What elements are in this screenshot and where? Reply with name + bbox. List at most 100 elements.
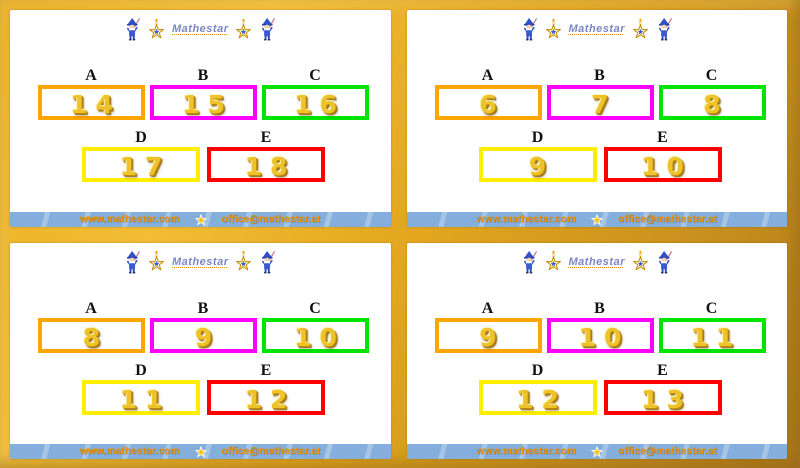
wizard-mascot-icon [521,16,538,42]
wizard-mascot-icon [259,16,276,42]
answer-value-e: 10 [641,152,692,181]
option-label-d: D [531,129,544,146]
answer-value-a: 6 [479,90,505,119]
star-logo-icon [631,18,650,41]
option-label-e: E [260,361,272,379]
answer-box-c: 16 [262,85,369,120]
answer-box-b: 15 [150,85,257,120]
answer-value-d: 11 [119,384,171,414]
option-label-c: C [705,67,718,84]
footer-bar: www.mathestar.com office@mathestar.at [10,211,391,227]
footer-bar: www.mathestar.com office@mathestar.at [406,211,787,227]
footer-bar: www.mathestar.com office@mathestar.at [10,444,391,459]
answer-box-d: 12 [478,379,597,415]
wizard-mascot-icon [656,16,673,42]
option-label-a: A [85,67,97,84]
option-label-d: D [135,361,147,379]
answer-value-b: 15 [182,90,233,119]
logo: Mathestar [407,248,788,276]
star-logo-icon [234,250,253,273]
answer-box-c: 11 [658,317,766,353]
answer-box-e: 13 [603,379,722,415]
website-link[interactable]: www.mathestar.com [79,213,180,225]
answer-value-b: 7 [591,90,617,119]
answer-value-d: 9 [528,152,555,181]
worksheet-card-3: Mathestar A B C D E 8 9 10 11 12 www.mat… [10,242,391,459]
answer-box-e: 18 [207,147,325,182]
wizard-mascot-icon [124,16,141,42]
answer-box-a: 6 [434,85,542,120]
answer-value-a: 14 [70,90,121,119]
footer-star-icon [590,445,604,458]
wizard-mascot-icon [656,249,673,275]
answer-value-e: 12 [244,384,296,414]
option-label-c: C [309,299,321,317]
option-label-e: E [657,361,668,379]
answer-box-b: 9 [150,317,257,353]
star-logo-icon [147,18,166,41]
answer-value-e: 18 [244,152,296,181]
answer-box-d: 11 [82,379,200,415]
answer-value-d: 17 [119,152,171,181]
answer-value-c: 8 [703,90,729,119]
option-label-e: E [657,129,668,146]
email-link[interactable]: office@mathestar.at [618,213,718,225]
footer-bar: www.mathestar.com office@mathestar.at [406,444,787,459]
answer-value-b: 9 [194,322,221,352]
option-label-b: B [197,299,209,317]
star-logo-icon [631,250,650,273]
answer-box-b: 10 [546,317,654,353]
answer-box-c: 10 [262,317,369,353]
answer-box-a: 9 [434,317,542,353]
answer-box-e: 10 [603,147,722,182]
answer-box-e: 12 [207,379,325,415]
option-label-d: D [135,129,147,146]
website-link[interactable]: www.mathestar.com [476,446,577,457]
answer-value-c: 16 [294,90,345,119]
answer-value-d: 12 [516,384,567,414]
logo: Mathestar [10,15,391,43]
worksheet-card-4: Mathestar A B C D E 9 10 11 12 13 www.ma… [406,242,788,459]
answer-box-a: 8 [38,317,145,353]
answer-value-c: 11 [690,322,742,352]
answer-box-b: 7 [546,85,654,120]
footer-star-icon [590,213,604,226]
answer-value-e: 13 [641,384,692,414]
answer-value-a: 9 [479,322,505,352]
answer-value-c: 10 [294,322,345,352]
option-label-b: B [197,67,209,84]
website-link[interactable]: www.mathestar.com [79,446,180,457]
email-link[interactable]: office@mathestar.at [221,446,321,457]
option-label-a: A [481,299,494,317]
answer-value-b: 10 [578,322,630,352]
star-logo-icon [544,18,563,41]
logo: Mathestar [10,248,391,276]
email-link[interactable]: office@mathestar.at [221,213,321,225]
brand-name: Mathestar [568,23,625,35]
option-label-c: C [705,299,718,317]
option-label-b: B [594,67,605,84]
footer-star-icon [194,445,208,458]
wizard-mascot-icon [259,249,276,275]
star-logo-icon [234,18,253,41]
option-label-c: C [309,67,321,84]
star-logo-icon [147,250,166,273]
wizard-mascot-icon [521,249,538,275]
logo: Mathestar [407,15,788,43]
option-label-a: A [481,67,494,84]
answer-box-d: 17 [82,147,200,182]
option-label-a: A [85,299,97,317]
email-link[interactable]: office@mathestar.at [618,446,718,457]
worksheet-card-1: Mathestar A B C D E 14 15 16 17 18 www.m… [10,10,391,227]
brand-name: Mathestar [568,255,625,268]
option-label-b: B [594,299,605,317]
answer-value-a: 8 [82,322,109,352]
brand-name: Mathestar [172,255,229,268]
website-link[interactable]: www.mathestar.com [476,213,577,225]
footer-star-icon [194,213,208,226]
option-label-e: E [260,129,272,146]
worksheet-card-2: Mathestar A B C D E 6 7 8 9 10 www.mathe… [406,10,788,227]
star-logo-icon [544,250,563,273]
answer-box-d: 9 [478,147,597,182]
answer-box-c: 8 [658,85,766,120]
